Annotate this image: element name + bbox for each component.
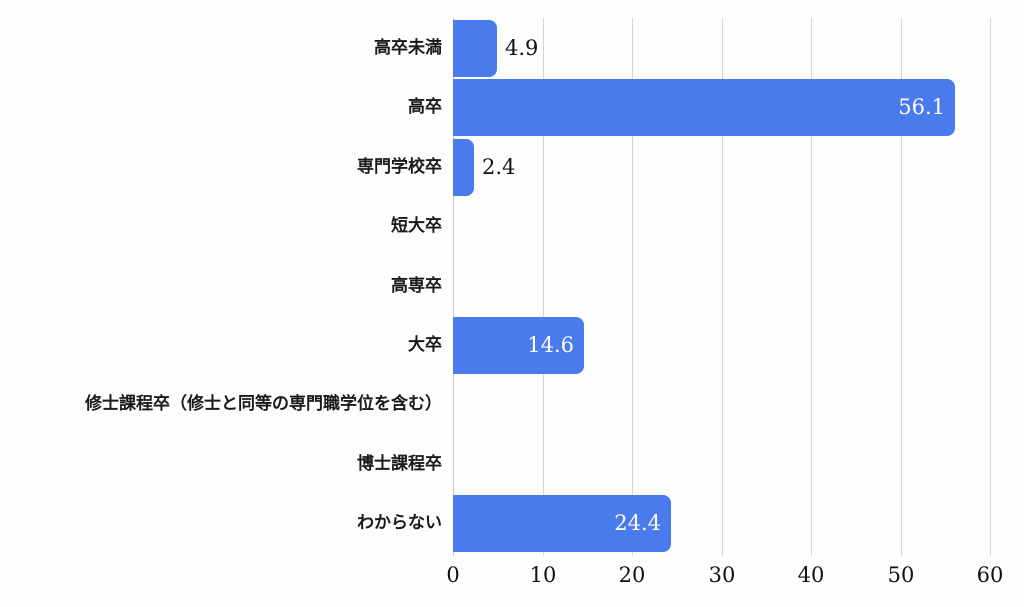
value-label: 2.4 [482,155,516,179]
value-label: 24.4 [614,511,661,535]
gridline [811,18,812,556]
category-label: 大卒 [408,335,442,355]
value-label: 56.1 [898,95,945,119]
category-label: 高卒 [408,97,442,117]
gridline [632,18,633,556]
bar [453,317,584,374]
category-label: わからない [357,513,442,533]
x-tick-label: 10 [529,563,557,587]
gridline [543,18,544,556]
category-label: 修士課程卒（修士と同等の専門職学位を含む） [85,394,442,414]
x-tick-label: 0 [446,563,460,587]
category-label: 短大卒 [391,216,442,236]
x-tick-label: 20 [618,563,646,587]
bar [453,139,474,196]
x-tick-label: 50 [887,563,915,587]
bar [453,79,955,136]
category-label: 博士課程卒 [357,454,442,474]
gridline [990,18,991,556]
gridline [722,18,723,556]
x-tick-label: 30 [708,563,736,587]
x-tick-label: 40 [797,563,825,587]
value-label: 14.6 [527,333,574,357]
bar [453,495,671,552]
category-label: 高専卒 [391,276,442,296]
gridline [901,18,902,556]
x-tick-label: 60 [976,563,1004,587]
category-label: 専門学校卒 [357,157,442,177]
category-label: 高卒未満 [374,38,442,58]
y-axis-line [453,18,454,556]
value-label: 4.9 [505,36,539,60]
bar [453,20,497,77]
